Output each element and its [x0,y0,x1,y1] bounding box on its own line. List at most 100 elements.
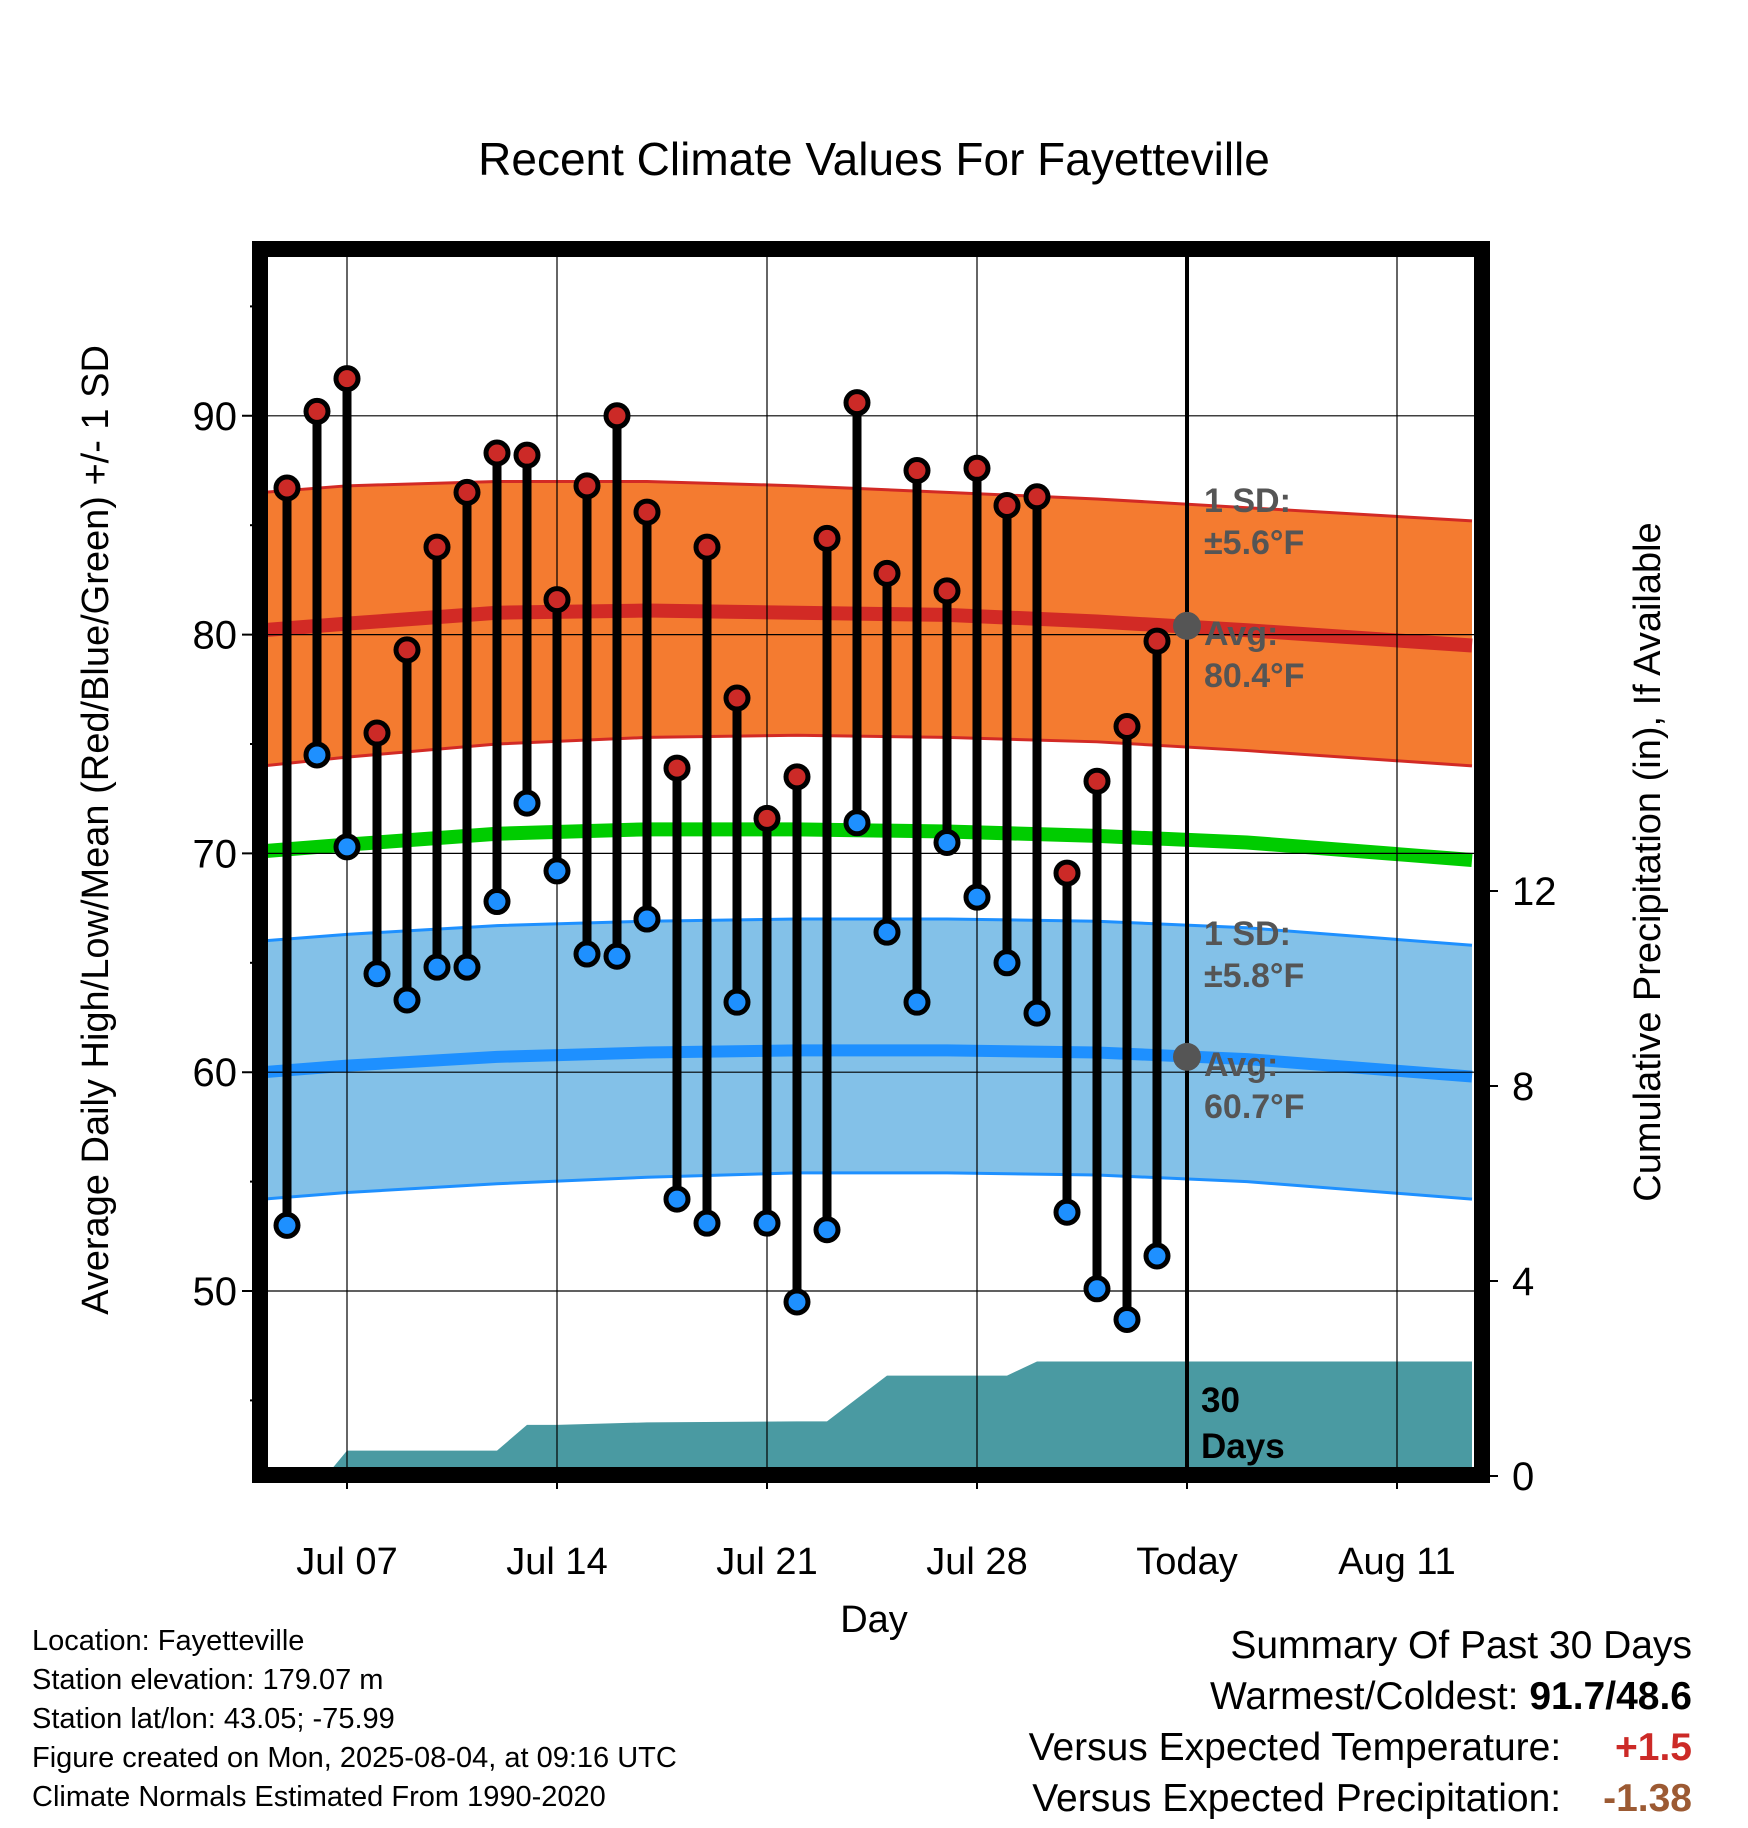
daily-low-point [843,809,871,837]
daily-low-point [453,953,481,981]
mean-avg-line [268,822,1473,867]
high-sd-value: ±5.6°F [1204,524,1304,562]
daily-low-point [963,883,991,911]
y-axis-right-label: Cumulative Precipitation (in), If Availa… [1627,522,1669,1201]
low-sd-label: 1 SD: [1204,915,1291,953]
y-tick-label: 60 [193,1051,238,1095]
daily-high-point [363,719,391,747]
x-axis-label: Day [840,1599,908,1641]
daily-high-point [963,454,991,482]
daily-low-point [1113,1305,1141,1333]
y-tick-label: 70 [193,832,238,876]
high-avg-label: Avg: [1204,615,1278,653]
today-high-avg-marker [1173,611,1201,640]
daily-high-point [1023,483,1051,511]
daily-high-point [873,559,901,587]
daily-low-point [423,953,451,981]
y-right-tick-label: 0 [1512,1455,1534,1499]
x-tick-label: Today [1136,1541,1237,1583]
created-text: Figure created on Mon, 2025-08-04, at 09… [32,1742,677,1774]
y-right-tick-label: 8 [1512,1065,1534,1109]
plot-inner: 1 SD: ±5.6°F Avg: 80.4°F 1 SD: ±5.8°F Avg: 60.7… [268,257,1474,1467]
y-right-tick-label: 4 [1512,1260,1534,1304]
daily-low-point [273,1211,301,1239]
today-low-avg-marker [1173,1042,1201,1071]
x-tick-label: Jul 28 [926,1541,1027,1583]
plot-area: 1 SD: ±5.6°F Avg: 80.4°F 1 SD: ±5.8°F Avg: 60.7… [193,241,1557,1583]
daily-high-point [423,533,451,561]
daily-low-point [993,949,1021,977]
daily-high-point [573,472,601,500]
daily-low-point [723,988,751,1016]
daily-low-point [393,986,421,1014]
daily-high-point [663,754,691,782]
daily-low-point [693,1209,721,1237]
precip-row: Versus Expected Precipitation: -1.38 [1029,1773,1692,1824]
daily-low-point [813,1216,841,1244]
daily-low-point [1023,999,1051,1027]
daily-high-point [903,457,931,484]
daily-high-point [1143,627,1171,655]
daily-high-point [483,439,511,467]
daily-low-point [543,857,571,885]
warm-cold-label: Warmest/Coldest: [1210,1675,1519,1718]
elevation-text: Station elevation: 179.07 m [32,1664,384,1696]
daily-high-point [513,441,541,469]
temp-label: Versus Expected Temperature: [1028,1726,1562,1769]
daily-low-point [303,741,331,769]
daily-low-point [363,960,391,988]
high-avg-value: 80.4°F [1204,657,1305,695]
daily-low-point [663,1185,691,1213]
summary-panel: Summary Of Past 30 Days Warmest/Coldest:… [1029,1620,1692,1824]
daily-high-point [393,636,421,664]
high-upper-line [268,479,1473,523]
x-tick-label: Jul 21 [716,1541,817,1583]
daily-high-point [273,474,301,502]
daily-high-point [1083,767,1111,795]
days-label-text: Days [1201,1427,1285,1466]
daily-high-point [1053,859,1081,887]
y-axis-label: Average Daily High/Low/Mean (Red/Blue/Gr… [75,345,117,1315]
high-sd-band [268,481,1472,766]
daily-low-point [783,1288,811,1316]
daily-low-point [1083,1275,1111,1303]
low-avg-label: Avg: [1204,1046,1278,1084]
daily-high-point [933,577,961,605]
daily-high-point [543,586,571,614]
daily-high-point [1113,712,1141,740]
low-sd-value: ±5.8°F [1204,957,1304,995]
daily-low-point [333,833,361,861]
daily-high-point [603,402,631,430]
daily-high-point [813,524,841,552]
location-text: Location: Fayetteville [32,1625,305,1657]
daily-high-point [843,389,871,417]
daily-low-point [1053,1198,1081,1226]
precip-area [333,1361,1472,1467]
daily-low-point [753,1209,781,1237]
daily-high-point [693,533,721,561]
daily-low-point [633,905,661,933]
precip-label: Versus Expected Precipitation: [1032,1777,1562,1820]
chart-title: Recent Climate Values For Fayetteville [478,133,1270,185]
daily-high-point [453,478,481,506]
normals-text: Climate Normals Estimated From 1990-2020 [32,1781,606,1813]
temp-row: Versus Expected Temperature: +1.5 [1029,1722,1692,1773]
y-tick-label: 50 [193,1270,238,1314]
high-lower-line [268,733,1473,768]
x-tick-label: Aug 11 [1338,1541,1456,1583]
daily-high-point [303,397,331,425]
daily-low-point [873,918,901,946]
x-tick-label: Jul 14 [506,1541,607,1583]
plot-frame [252,241,1490,1483]
low-avg-value: 60.7°F [1204,1088,1305,1126]
station-info: Location: Fayetteville Station elevation… [32,1622,677,1817]
daily-low-point [513,789,541,817]
y-tick-label: 90 [193,395,238,439]
low-sd-band [268,919,1472,1200]
warm-cold-row: Warmest/Coldest: 91.7/48.6 [1029,1671,1692,1722]
y-right-tick-label: 12 [1512,870,1557,914]
daily-low-point [603,942,631,970]
daily-high-point [993,492,1021,520]
daily-high-point [723,684,751,712]
y-tick-label: 80 [193,614,238,658]
